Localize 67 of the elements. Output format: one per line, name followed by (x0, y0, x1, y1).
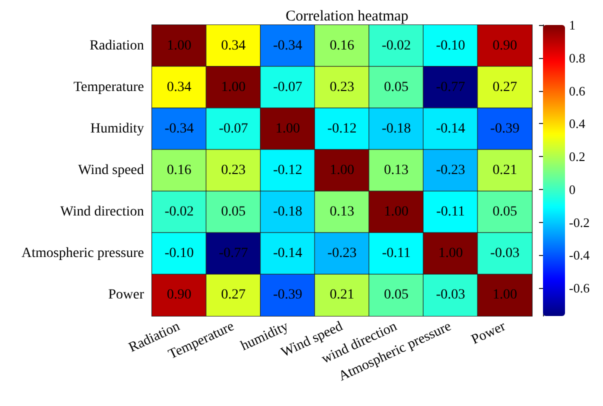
data-label: 1.00 (275, 121, 300, 136)
data-label: 0.90 (492, 38, 518, 54)
data-label: 0.05 (221, 204, 246, 220)
chart-title: Correlation heatmap (286, 8, 408, 24)
data-label: 0.23 (221, 163, 246, 178)
data-label: 0.21 (330, 288, 354, 303)
data-label: 0.05 (384, 80, 409, 95)
data-label: -0.11 (382, 246, 411, 262)
data-label: -0.23 (327, 246, 357, 262)
data-label: 0.27 (492, 80, 518, 95)
color-bar-label: 0.8 (569, 50, 586, 66)
color-bar-label: -0.6 (569, 280, 590, 296)
x-tick-label: Power (469, 319, 508, 348)
color-bar-label: 0.2 (569, 149, 586, 164)
data-label: -0.34 (164, 121, 194, 136)
data-label: 0.90 (166, 288, 192, 303)
data-label: -0.14 (436, 121, 466, 136)
data-label: -0.10 (436, 38, 466, 54)
data-label: 0.05 (384, 288, 409, 303)
data-label: 0.27 (221, 288, 246, 303)
data-label: 1.00 (166, 38, 192, 54)
data-label: -0.02 (382, 38, 411, 54)
color-bar-label: 0.6 (569, 83, 586, 98)
color-bar-label: 0.4 (569, 116, 586, 132)
data-label: -0.10 (164, 246, 194, 262)
data-label: 0.13 (330, 204, 354, 220)
data-label: 0.05 (492, 204, 518, 220)
color-bar-label: 1 (569, 18, 576, 32)
data-label: 0.13 (384, 163, 409, 178)
data-label: -0.07 (218, 121, 248, 136)
data-label: -0.07 (273, 80, 302, 95)
data-label: -0.18 (382, 121, 411, 136)
data-label: -0.23 (436, 163, 466, 178)
data-label: -0.11 (436, 204, 465, 220)
data-label: -0.03 (436, 288, 466, 303)
data-label: -0.39 (490, 121, 520, 136)
y-tick-label: Temperature (73, 80, 144, 95)
data-label: -0.03 (490, 246, 520, 262)
data-label: -0.39 (273, 288, 302, 303)
y-tick-label: Wind direction (60, 204, 144, 220)
data-label: 0.16 (330, 38, 354, 54)
data-label: -0.02 (164, 204, 194, 220)
data-label: 0.34 (221, 38, 246, 54)
y-tick-label: Wind speed (78, 163, 144, 178)
data-label: -0.12 (273, 163, 302, 178)
data-label: 1.00 (438, 246, 463, 262)
data-label: 1.00 (330, 163, 354, 178)
y-tick-label: Radiation (90, 38, 144, 54)
color-bar-label: -0.4 (569, 248, 590, 263)
data-label: -0.12 (327, 121, 357, 136)
data-label: 1.00 (221, 80, 246, 95)
data-label: -0.14 (273, 246, 302, 262)
data-label: -0.18 (273, 204, 302, 220)
y-tick-label: Atmospheric pressure (22, 246, 144, 262)
color-bar-label: -0.2 (569, 214, 590, 230)
data-label: 1.00 (492, 288, 518, 303)
color-bar-label: 0 (569, 182, 576, 197)
data-label: 0.23 (330, 80, 354, 95)
data-label: 0.34 (166, 80, 192, 95)
data-label: 0.16 (166, 163, 192, 178)
data-label: 1.00 (384, 204, 409, 220)
data-label: -0.77 (436, 80, 466, 95)
data-label: -0.77 (218, 246, 248, 262)
y-tick-label: Power (108, 288, 144, 303)
y-tick-label: Humidity (90, 121, 144, 136)
data-label: -0.34 (273, 38, 302, 54)
data-label: 0.21 (492, 163, 518, 178)
